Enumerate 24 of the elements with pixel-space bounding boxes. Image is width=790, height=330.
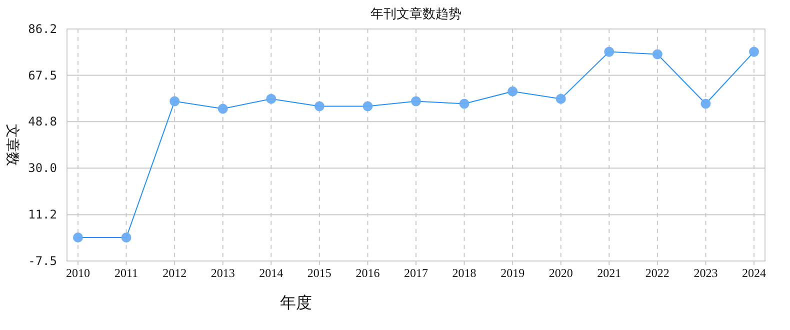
x-tick-label: 2015 — [307, 266, 332, 280]
x-tick-label: 2023 — [694, 266, 718, 280]
y-tick-label: 67.5 — [28, 68, 57, 82]
y-axis-title: 文章数 — [4, 124, 20, 166]
x-tick-label: 2024 — [742, 266, 766, 280]
y-tick-label: 11.2 — [28, 208, 57, 222]
x-tick-label: 2021 — [597, 266, 622, 280]
x-tick-label: 2011 — [114, 266, 138, 280]
x-axis-title: 年度 — [280, 294, 312, 312]
x-tick-label: 2020 — [548, 266, 573, 280]
x-tick-label: 2013 — [210, 266, 235, 280]
y-tick-label: -7.5 — [28, 254, 57, 268]
x-tick-label: 2019 — [500, 266, 525, 280]
chart-title: 年刊文章数趋势 — [370, 6, 462, 21]
x-tick-label: 2016 — [356, 266, 380, 280]
y-tick-label: 86.2 — [28, 22, 57, 36]
x-tick-label: 2022 — [645, 266, 670, 280]
x-tick-label: 2012 — [162, 266, 187, 280]
y-tick-label: 30.0 — [28, 161, 57, 176]
x-tick-label: 2017 — [404, 266, 428, 280]
x-tick-label: 2018 — [452, 266, 476, 280]
y-tick-label: 48.8 — [28, 114, 57, 129]
x-tick-label: 2010 — [66, 266, 90, 280]
x-tick-label: 2014 — [259, 266, 284, 280]
